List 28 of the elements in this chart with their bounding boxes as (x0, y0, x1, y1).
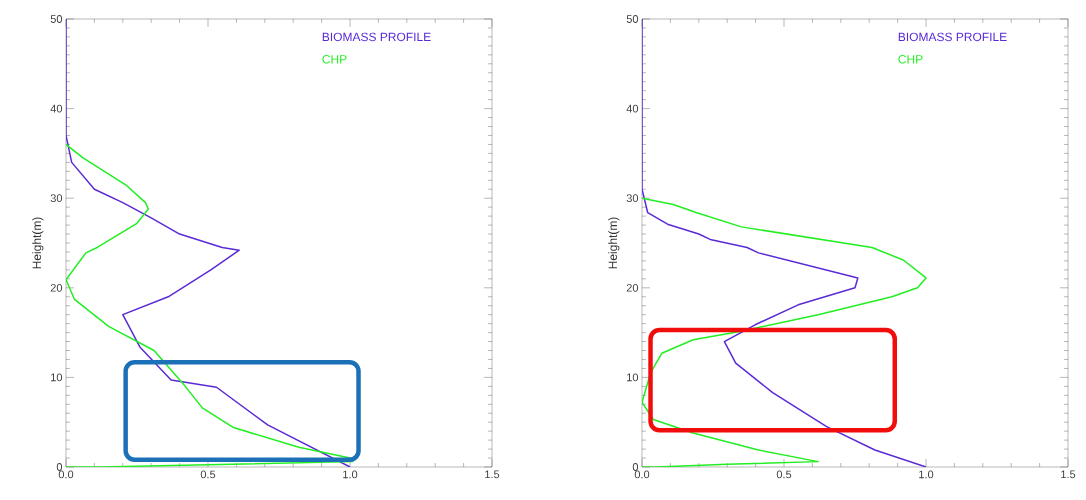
x-tick-label: 1.0 (343, 470, 358, 479)
y-tick-label: 10 (627, 373, 639, 382)
y-tick-label: 0 (56, 463, 63, 471)
x-tick-label: 0.0 (58, 470, 74, 479)
y-tick-label: 20 (626, 283, 639, 292)
y-tick-label: 50 (626, 15, 639, 23)
y-tick-label: 10 (51, 373, 63, 382)
text: BIOMASS PROFILE (898, 32, 1007, 42)
x-tick-label: 0.5 (776, 470, 792, 479)
y-tick-label: 50 (50, 15, 63, 23)
text: CHP (898, 55, 923, 64)
x-tick-label: 0.0 (634, 470, 650, 479)
x-tick-label: 1.0 (919, 470, 934, 479)
y-axis-title: Height(m) (608, 217, 620, 269)
y-tick-label: 0 (632, 463, 639, 471)
x-tick-label: 0.5 (200, 470, 216, 479)
y-tick-label: 30 (626, 194, 639, 203)
y-tick-label: 30 (50, 194, 63, 203)
y-tick-label: 20 (50, 283, 63, 292)
y-axis-title: Height(m) (32, 217, 44, 269)
x-tick-label: 1.5 (1061, 470, 1076, 479)
line-series (642, 197, 927, 467)
line-series (66, 143, 354, 467)
text: BIOMASS PROFILE (322, 32, 431, 42)
text: CHP (322, 55, 347, 64)
y-tick-label: 40 (626, 104, 639, 113)
x-tick-label: 1.5 (485, 470, 500, 479)
y-tick-label: 40 (50, 104, 63, 113)
